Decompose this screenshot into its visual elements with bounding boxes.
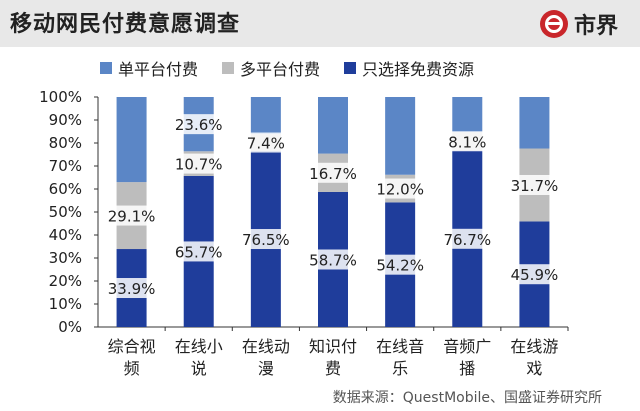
header-bar: 移动网民付费意愿调查 市界 [0,0,640,47]
y-tick-label: 10% [49,295,82,313]
data-label-bg [106,278,158,299]
legend-label-multi: 多平台付费 [240,60,321,79]
data-label-multi: 12.0% [376,181,424,199]
data-label-free: 58.7% [309,251,357,269]
data-label-free: 45.9% [511,266,559,284]
data-label-bg [446,131,489,152]
y-tick-label: 50% [49,203,82,221]
y-tick-label: 30% [49,249,82,267]
x-category-label: 乐 [392,359,408,378]
y-tick-label: 20% [49,272,82,290]
page-title: 移动网民付费意愿调查 [10,12,241,37]
source-note: 数据来源：QuestMobile、国盛证券研究所 [332,390,602,406]
y-tick-label: 0% [58,318,82,336]
x-category-label: 音频广 [443,337,491,356]
y-tick-label: 70% [49,157,82,175]
bar-segment-single [250,97,281,135]
x-category-label: 戏 [526,359,542,378]
x-category-label: 漫 [258,359,274,378]
legend-label-free: 只选择免费资源 [362,60,475,79]
legend-swatch-single [100,62,112,74]
x-category-label: 在线音 [376,337,424,356]
x-category-label: 综合视 [108,337,156,356]
data-label-bg [173,153,225,174]
data-label-bg [508,174,560,195]
y-tick-label: 40% [49,226,82,244]
legend-item-single: 单平台付费 [100,56,198,80]
data-label-multi: 10.7% [175,156,223,174]
brand-logo-icon [539,10,568,38]
data-label-bg [240,229,292,250]
data-label-free: 76.5% [242,231,290,249]
legend-label-single: 单平台付费 [118,60,199,79]
data-label-bg [173,241,225,262]
data-label-bg [374,254,426,275]
x-category-label: 知识付 [309,337,357,356]
data-label-bg [307,162,359,183]
data-label-bg [244,132,287,153]
data-label-bg [374,178,426,199]
chart-legend: 单平台付费 多平台付费 只选择免费资源 [100,56,474,80]
bar-segment-single [385,97,416,175]
bar-segment-single [452,97,483,132]
data-label-free: 65.7% [175,243,223,261]
data-label-multi: 29.1% [108,208,156,226]
x-category-label: 播 [459,359,475,378]
bar-segment-single [519,97,550,149]
data-label-bg [441,228,493,249]
x-category-label: 频 [124,359,140,378]
data-label-multi: 8.1% [448,133,486,151]
x-category-label: 在线小 [175,337,223,356]
brand-name: 市界 [573,14,618,39]
legend-swatch-multi [222,62,235,74]
data-label-bg [173,114,225,135]
data-label-free: 54.2% [376,257,424,275]
x-category-label: 费 [325,359,341,378]
x-category-label: 在线游 [510,337,558,356]
x-category-label: 说 [191,359,207,378]
data-label-single: 23.6% [175,116,223,134]
y-tick-label: 100% [39,88,82,106]
bar-segment-single [116,97,147,183]
data-label-bg [106,205,158,226]
y-tick-label: 90% [49,111,82,129]
data-label-free: 33.9% [108,280,156,298]
legend-swatch-free [344,62,357,74]
brand: 市界 [539,8,618,40]
data-label-free: 76.7% [443,231,491,249]
legend-item-free: 只选择免费资源 [344,56,474,80]
data-label-multi: 16.7% [309,165,357,183]
y-tick-label: 60% [49,180,82,198]
y-tick-label: 80% [49,134,82,152]
x-category-label: 在线动 [242,337,290,356]
bar-segment-single [318,97,348,154]
data-label-multi: 7.4% [247,135,285,153]
data-label-multi: 31.7% [511,177,559,195]
data-label-bg [307,249,359,270]
legend-item-multi: 多平台付费 [222,56,320,80]
data-label-bg [508,264,560,285]
